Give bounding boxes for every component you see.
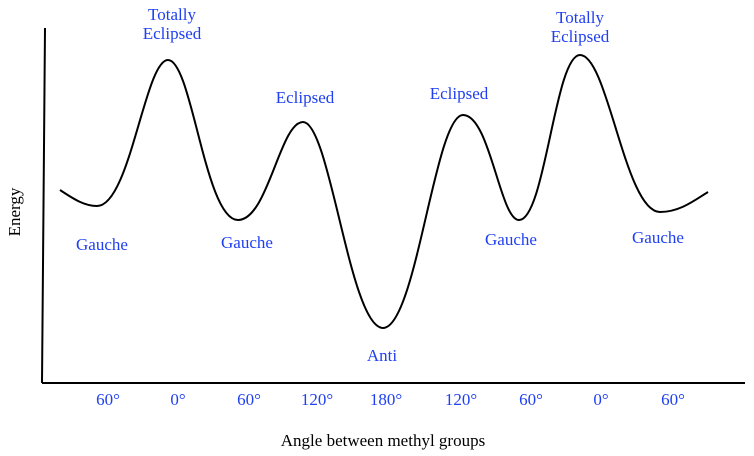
x-ticks: 60° 0° 60° 120° 180° 120° 60° 0° 60° [96, 390, 685, 409]
x-tick-label: 60° [237, 390, 261, 409]
annotation: Gauche [485, 230, 537, 249]
x-tick-label: 60° [96, 390, 120, 409]
x-tick-label: 60° [661, 390, 685, 409]
y-axis [41, 27, 46, 384]
annotation: Eclipsed [551, 27, 610, 46]
x-tick-label: 120° [301, 390, 333, 409]
annotation: Eclipsed [276, 88, 335, 107]
y-axis-label: Energy [5, 187, 24, 236]
annotation: Anti [367, 346, 398, 365]
annotation: Totally [556, 8, 604, 27]
x-axis-label: Angle between methyl groups [281, 431, 485, 450]
annotation: Gauche [632, 228, 684, 247]
x-tick-label: 180° [370, 390, 402, 409]
x-tick-label: 60° [519, 390, 543, 409]
annotation: Eclipsed [143, 24, 202, 43]
x-tick-label: 0° [593, 390, 608, 409]
annotation: Gauche [76, 235, 128, 254]
annotation: Eclipsed [430, 84, 489, 103]
annotation: Totally [148, 5, 196, 24]
annotation: Gauche [221, 233, 273, 252]
x-tick-label: 0° [170, 390, 185, 409]
energy-curve [59, 53, 709, 330]
x-tick-label: 120° [445, 390, 477, 409]
